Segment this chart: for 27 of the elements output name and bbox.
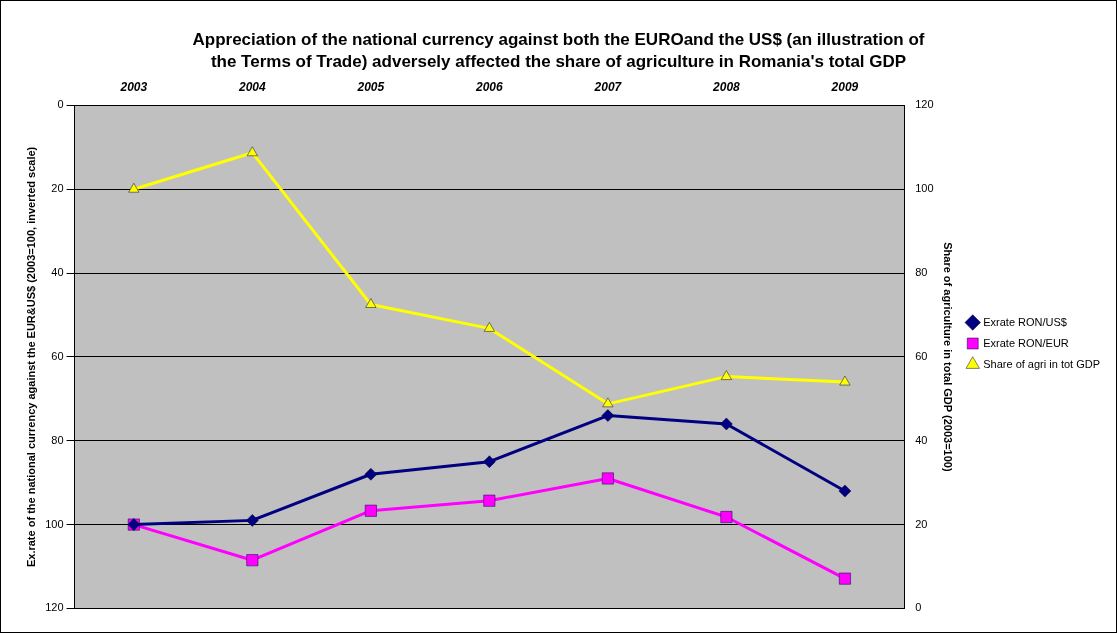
y2-tick-label: 100 (915, 182, 934, 195)
chart-title: Appreciation of the national currency against both the EUROand the US$ (an illustration of the Terms of Trade) adversely affected the share of agriculture in Romania's total GDP (191, 29, 926, 73)
y-tick-label: 80 (51, 433, 64, 446)
x-tick-label: 2005 (356, 79, 385, 94)
y-tick-label: 120 (45, 601, 64, 614)
y-axis-title: Ex.rate of the national currency against the EUR&US$ (2003=100, inverted scale) (24, 146, 37, 568)
y2-tick-label: 0 (915, 601, 922, 614)
legend-label: Exrate RON/US$ (983, 315, 1067, 328)
x-tick-label: 2007 (593, 79, 623, 94)
y2-tick-label: 80 (915, 266, 928, 279)
legend-label: Exrate RON/EUR (983, 336, 1069, 349)
y-tick-label: 20 (51, 182, 64, 195)
legend-label: Share of agri in tot GDP (983, 357, 1100, 370)
y2-tick-label: 60 (915, 349, 928, 362)
y-tick-label: 0 (57, 98, 64, 111)
y-tick-label: 40 (51, 266, 64, 279)
y-tick-label: 100 (45, 517, 64, 530)
y2-tick-label: 20 (915, 517, 928, 530)
x-tick-label: 2003 (119, 79, 148, 94)
y-tick-label: 60 (51, 349, 64, 362)
x-tick-label: 2008 (712, 79, 741, 94)
x-tick-label: 2004 (237, 79, 266, 94)
x-tick-label: 2009 (830, 79, 859, 94)
y2-axis-title: Share of agriculture in total GDP (2003=100) (942, 242, 955, 472)
y2-tick-label: 120 (915, 98, 934, 111)
x-tick-label: 2006 (475, 79, 504, 94)
y2-tick-label: 40 (915, 433, 928, 446)
